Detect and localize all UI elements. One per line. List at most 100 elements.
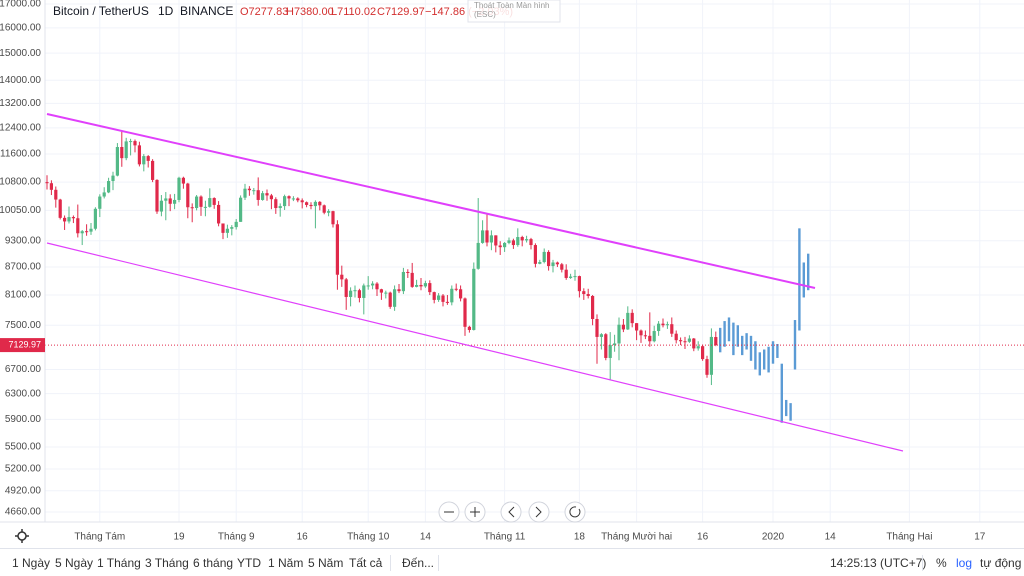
y-tick-label: 10050.00 <box>0 205 41 216</box>
candle-body <box>423 283 427 287</box>
projection-bar <box>732 322 735 356</box>
tooltip-text: Thoát Toàn Màn hình <box>474 1 549 10</box>
candle-body <box>300 200 304 203</box>
candle-body <box>173 199 177 204</box>
candle-body <box>181 177 185 184</box>
candle-body <box>560 264 564 270</box>
candle-body <box>353 290 357 292</box>
percent-toggle[interactable]: % <box>936 556 947 570</box>
candle-body <box>696 346 700 349</box>
candle-body <box>190 207 194 209</box>
candle-body <box>137 145 141 165</box>
projection-bar <box>736 325 739 347</box>
range-button[interactable]: 5 Ngày <box>55 556 94 570</box>
candle-body <box>494 235 498 246</box>
candle-body <box>177 177 181 200</box>
candle-body <box>538 262 542 264</box>
y-tick-label: 12400.00 <box>0 123 41 134</box>
candle-body <box>274 199 278 209</box>
projection-bar <box>771 341 775 364</box>
range-button[interactable]: 6 tháng <box>193 556 234 570</box>
scroll-left[interactable] <box>500 501 522 523</box>
x-tick-label: Tháng 9 <box>218 532 255 543</box>
candle-body <box>551 262 555 267</box>
axes: 17000.00 16000.00 15000.00 14000.00 13200.00… <box>0 0 986 543</box>
candle-body <box>709 336 713 375</box>
candle-body <box>67 217 71 222</box>
candle-body <box>415 284 419 287</box>
reset[interactable] <box>564 501 586 523</box>
candle-body <box>256 190 260 200</box>
candle-body <box>212 198 216 205</box>
y-tick-label: 9300.00 <box>5 235 42 246</box>
candle-body <box>54 189 58 200</box>
candle-body <box>577 276 581 292</box>
last-price-label: 7129.97 <box>8 339 41 349</box>
candle-body <box>217 204 221 224</box>
candle-body <box>476 242 480 269</box>
candle-body <box>564 269 568 278</box>
tooltip-key: (ESC) <box>474 10 496 19</box>
x-tick-label: 18 <box>574 532 586 543</box>
ohlc-close: C7129.97 <box>377 6 425 18</box>
projection-bar <box>723 321 726 347</box>
scroll-right[interactable] <box>528 501 550 523</box>
channel-upper <box>46 113 816 289</box>
projection-bar <box>802 262 805 298</box>
interval: 1D <box>158 4 174 18</box>
separator <box>390 555 391 571</box>
candle-body <box>239 197 243 222</box>
candle-body <box>287 196 291 199</box>
channel-lower <box>46 242 904 452</box>
candle-body <box>159 200 163 212</box>
range-button[interactable]: Tất cả <box>349 556 383 570</box>
candle-body <box>318 201 322 206</box>
log-toggle[interactable]: log <box>956 556 973 570</box>
candle-body <box>516 237 520 246</box>
candle-body <box>115 147 119 176</box>
range-button[interactable]: 1 Tháng <box>97 556 141 570</box>
tooltip <box>467 0 561 23</box>
candle-body <box>63 217 67 222</box>
projection-bar <box>776 343 779 358</box>
candle-body <box>102 192 106 197</box>
ohlc-low: L7110.02 <box>331 6 376 18</box>
candle-body <box>569 276 573 278</box>
candle-body <box>375 283 379 290</box>
candle-body <box>151 160 155 180</box>
range-button[interactable]: YTD <box>237 556 261 570</box>
candle-body <box>76 218 80 234</box>
x-tick-label: 16 <box>697 532 709 543</box>
candle-body <box>635 323 639 331</box>
y-tick-label: 6700.00 <box>5 364 42 375</box>
candle-body <box>652 331 656 342</box>
settings[interactable] <box>15 529 29 543</box>
candle-body <box>379 289 383 293</box>
range-button[interactable]: 1 Năm <box>268 556 304 570</box>
candle-body <box>349 290 353 297</box>
y-tick-label: 17000.00 <box>0 0 41 10</box>
ohlc-open: O7277.83 <box>240 6 288 18</box>
candle-body <box>498 245 502 248</box>
candle-body <box>331 211 335 225</box>
candle-body <box>309 204 313 207</box>
goto-button[interactable]: Đến... <box>402 556 435 570</box>
y-tick-label: 7500.00 <box>5 320 42 331</box>
projection-bar <box>749 335 753 361</box>
range-button[interactable]: 1 Ngày <box>12 556 51 570</box>
candle-body <box>613 343 617 346</box>
candle-body <box>674 333 678 341</box>
candle-body <box>186 183 190 208</box>
candle-body <box>503 242 507 248</box>
candle-body <box>45 182 49 184</box>
projection-bar <box>789 403 792 421</box>
candle-body <box>626 312 630 330</box>
range-button[interactable]: 3 Tháng <box>145 556 189 570</box>
candle-body <box>225 228 229 233</box>
range-button[interactable]: 5 Năm <box>308 556 344 570</box>
candle-body <box>208 198 212 207</box>
candle-body <box>362 285 366 298</box>
x-tick-label: Tháng Tám <box>74 532 125 543</box>
auto-toggle[interactable]: tự động <box>980 556 1022 570</box>
projection-bar <box>758 352 761 376</box>
